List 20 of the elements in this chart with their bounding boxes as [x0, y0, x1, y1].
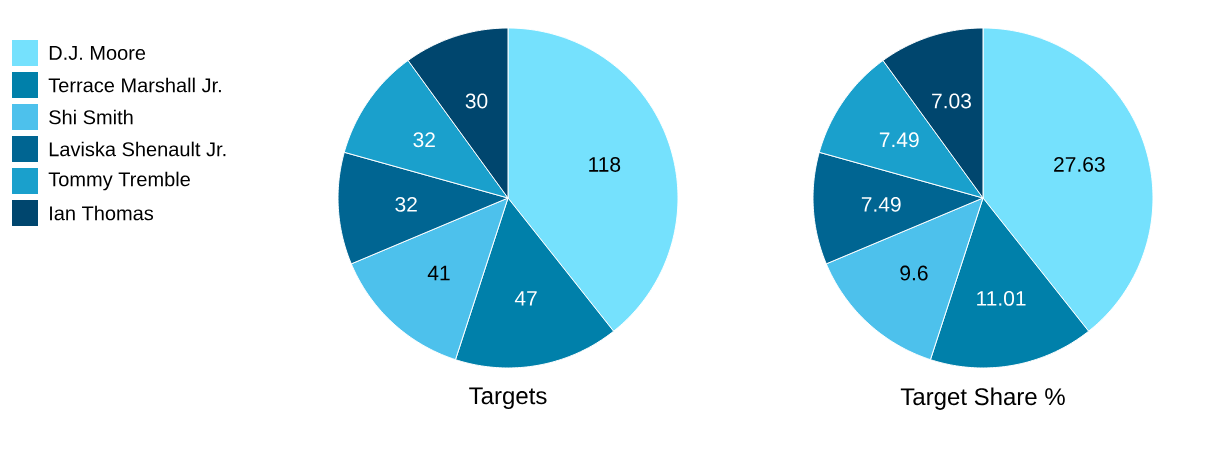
data-label: 11.01 [977, 290, 1026, 306]
legend-label: Ian Thomas [50, 205, 154, 221]
data-label: 7.49 [861, 196, 901, 212]
text: Target Share % [900, 387, 1065, 410]
data-label: 30 [465, 93, 488, 109]
data-label: 9.6 [900, 265, 928, 281]
data-label: 41 [427, 265, 450, 281]
legend-label: Terrace Marshall Jr. [48, 77, 221, 93]
data-label: 47 [514, 291, 537, 306]
legend-label: Shi Smith [49, 109, 133, 125]
text: Targets [469, 387, 547, 410]
legend-label: Tommy Tremble [48, 171, 190, 191]
data-label: 32 [413, 132, 435, 148]
data-label: 118 [589, 157, 621, 172]
legend-label: D.J. Moore [49, 46, 146, 60]
data-label: 7.03 [932, 93, 971, 109]
data-label: 27.63 [1054, 157, 1105, 172]
data-label: 7.49 [879, 132, 919, 148]
legend-label: Laviska Shenault Jr. [49, 141, 226, 157]
data-label: 32 [395, 196, 417, 212]
